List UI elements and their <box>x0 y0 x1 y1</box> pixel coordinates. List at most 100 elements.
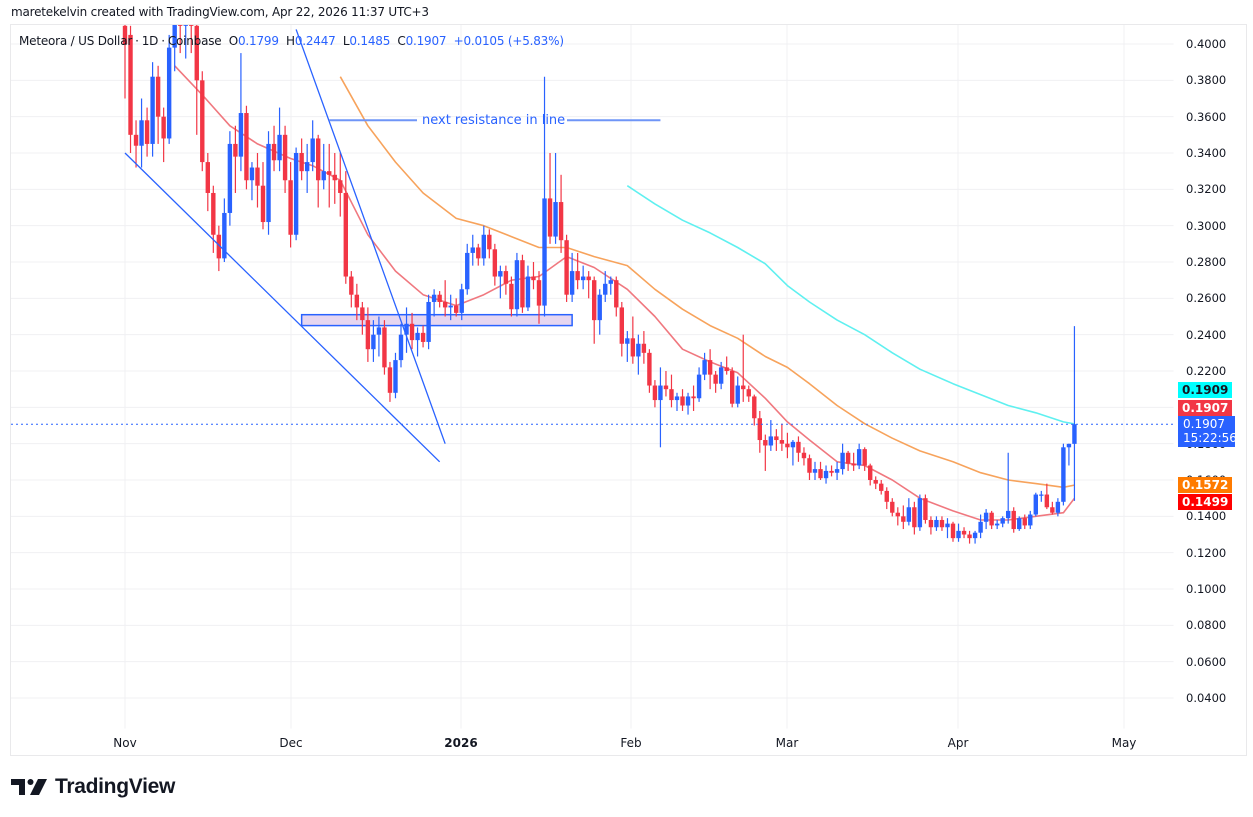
interval[interactable]: 1D <box>141 34 159 48</box>
candle <box>702 352 707 381</box>
candle <box>707 349 713 390</box>
ma-short-price-tag: 0.1499 <box>1178 494 1233 510</box>
candle <box>327 143 332 208</box>
candle <box>939 516 945 531</box>
candle <box>321 143 326 190</box>
candle <box>834 461 840 481</box>
candle <box>868 463 873 486</box>
plot-area <box>122 25 1077 544</box>
candle <box>150 62 155 157</box>
candle <box>972 530 978 544</box>
candle <box>983 509 989 530</box>
candle <box>476 243 481 266</box>
price-tick-label: 0.3800 <box>1186 73 1227 88</box>
candle <box>420 325 426 348</box>
candle <box>818 461 823 481</box>
symbol-name[interactable]: Meteora / US Dollar <box>19 34 133 48</box>
candle <box>1044 483 1050 510</box>
candle <box>183 25 188 59</box>
candle <box>625 331 630 362</box>
candle <box>603 271 608 302</box>
price-tick-label: 0.0600 <box>1186 654 1227 669</box>
candle <box>685 392 691 415</box>
candle <box>459 283 464 321</box>
candle <box>994 519 1000 530</box>
open-value: 0.1799 <box>237 34 279 48</box>
time-tick-label: May <box>1111 736 1137 750</box>
ma-long-price-tag: 0.1909 <box>1178 382 1233 398</box>
close-price-tag: 0.1907 <box>1178 400 1233 416</box>
tradingview-logo-icon <box>11 779 47 795</box>
candle <box>531 262 536 290</box>
chart-frame <box>10 24 1247 756</box>
candle <box>1039 490 1044 502</box>
candle <box>989 510 994 530</box>
candle <box>923 494 928 524</box>
candle <box>376 316 382 357</box>
candle <box>575 252 580 290</box>
candle <box>503 265 509 295</box>
candle <box>255 153 260 208</box>
candle <box>652 380 658 408</box>
candle <box>398 323 404 368</box>
candle <box>404 307 409 353</box>
candle <box>249 162 255 201</box>
candle <box>1033 492 1038 517</box>
candle <box>481 225 486 266</box>
current-price-tag: 0.1907 15:22:56 <box>1178 416 1237 447</box>
candle <box>630 316 636 364</box>
candle <box>757 410 762 453</box>
candle <box>194 25 199 135</box>
candle <box>365 307 371 362</box>
candle <box>669 374 674 408</box>
candle <box>879 480 884 495</box>
candle <box>178 25 183 54</box>
candle <box>437 291 442 308</box>
candle <box>741 334 746 402</box>
candle <box>144 107 150 157</box>
price-tick-label: 0.2200 <box>1186 364 1227 378</box>
candle <box>1011 507 1016 533</box>
candle <box>492 243 498 286</box>
candle <box>641 331 647 364</box>
candle <box>1028 510 1033 530</box>
candle <box>387 361 393 402</box>
candle <box>349 271 354 308</box>
candle <box>343 171 348 284</box>
candle <box>768 420 774 451</box>
candle <box>790 440 796 466</box>
candle <box>465 243 470 295</box>
lower-trendline <box>124 152 441 463</box>
candle <box>724 356 729 375</box>
ma-long-line <box>626 185 1075 425</box>
time-tick-label: Dec <box>279 736 303 750</box>
candle <box>890 498 895 517</box>
candle <box>1050 501 1055 515</box>
bar-countdown: 15:22:56 <box>1183 431 1237 445</box>
candle <box>564 234 569 302</box>
candle <box>906 498 912 526</box>
candle <box>133 120 139 168</box>
price-tick-label: 0.3000 <box>1186 218 1227 233</box>
candle <box>238 53 244 172</box>
candle <box>950 521 956 542</box>
candle <box>172 25 177 72</box>
candle <box>592 276 597 344</box>
candle <box>691 385 696 411</box>
tradingview-logo[interactable]: TradingView <box>11 775 175 799</box>
upper-trendline <box>295 29 446 444</box>
candle <box>338 153 343 217</box>
candle <box>282 125 288 193</box>
candle <box>293 147 299 241</box>
candle <box>547 153 553 244</box>
price-tick-label: 0.3600 <box>1186 109 1227 124</box>
candle <box>448 294 453 321</box>
candle <box>730 367 735 408</box>
grid <box>11 25 1174 729</box>
time-tick-label: Apr <box>947 736 969 750</box>
resistance-annotation[interactable]: next resistance in line <box>422 113 566 128</box>
candle <box>934 516 939 531</box>
candle <box>580 265 586 290</box>
candle <box>310 120 315 172</box>
